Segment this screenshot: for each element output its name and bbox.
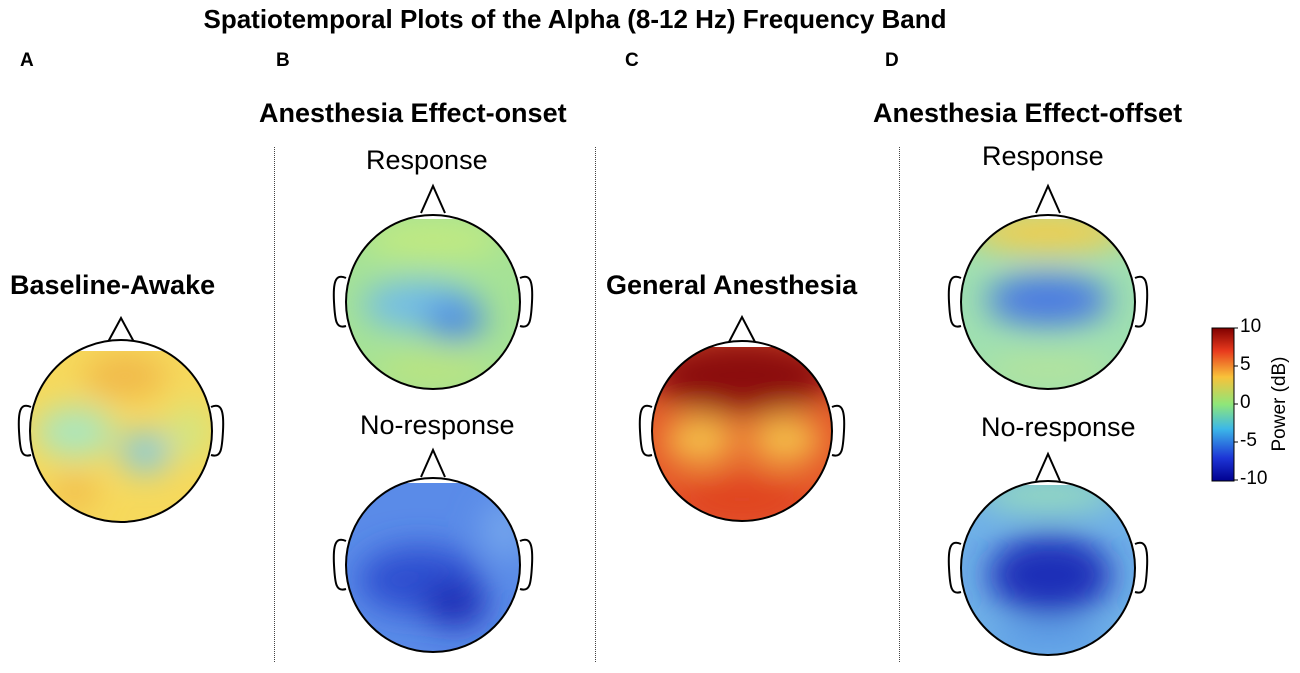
divider-ab: [274, 147, 275, 662]
figure-title: Spatiotemporal Plots of the Alpha (8-12 …: [203, 4, 947, 34]
colorbar-gradient: [1211, 327, 1235, 482]
panel-letter-b: B: [276, 50, 290, 71]
baseline-awake-label: Baseline-Awake: [10, 270, 216, 300]
onset-section-title: Anesthesia Effect-onset: [259, 98, 567, 128]
panel-letter-c: C: [625, 50, 639, 71]
panel-letter-a: A: [20, 50, 34, 71]
topomap-baseline-awake: [17, 315, 225, 523]
offset-no-response-label: No-response: [981, 412, 1136, 442]
topomap-offset-no-response: [947, 451, 1149, 656]
topomap-onset-response: [332, 183, 534, 390]
onset-response-label: Response: [366, 145, 488, 175]
topomap-offset-response: [947, 183, 1149, 390]
divider-cd: [899, 147, 900, 662]
offset-response-label: Response: [982, 141, 1104, 171]
panel-letter-d: D: [885, 50, 899, 71]
colorbar-tick-label: -10: [1240, 468, 1268, 489]
colorbar: [1211, 327, 1238, 482]
offset-section-title: Anesthesia Effect-offset: [873, 98, 1183, 128]
divider-bc: [595, 147, 596, 662]
colorbar-tick-label: 0: [1240, 392, 1251, 413]
colorbar-tick-label: 5: [1240, 354, 1251, 375]
topomap-general-anesthesia: [638, 314, 846, 522]
colorbar-tick-label: 10: [1240, 316, 1262, 337]
general-anesthesia-label: General Anesthesia: [606, 270, 858, 300]
onset-no-response-label: No-response: [360, 410, 515, 440]
colorbar-title: Power (dB): [1269, 356, 1290, 452]
colorbar-tick-label: -5: [1240, 430, 1257, 451]
topomap-onset-no-response: [332, 447, 534, 653]
